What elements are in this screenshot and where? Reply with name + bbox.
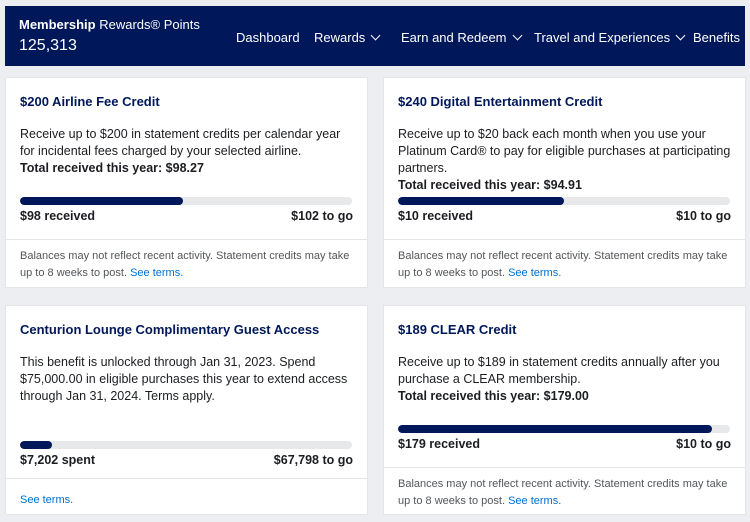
membership-rewards-points[interactable]: Membership Rewards® Points 125,313 — [19, 17, 200, 56]
amount-received: $98 received — [20, 209, 96, 223]
divider — [6, 478, 367, 479]
card-title: Centurion Lounge Complimentary Guest Acc… — [20, 322, 320, 337]
progress-bar — [398, 425, 730, 433]
card-footer-note: See terms. — [20, 492, 360, 509]
chevron-down-icon — [512, 30, 522, 41]
see-terms-link[interactable]: See terms. — [508, 266, 562, 279]
total-received: Total received this year: $94.91 — [398, 178, 582, 192]
nav-earn-and-redeem[interactable]: Earn and Redeem — [401, 30, 522, 46]
divider — [384, 239, 745, 240]
nav-rewards[interactable]: Rewards — [314, 30, 381, 46]
total-received: Total received this year: $98.27 — [20, 161, 204, 175]
chevron-down-icon — [675, 30, 686, 41]
card-title: $189 CLEAR Credit — [398, 322, 517, 337]
see-terms-link[interactable]: See terms. — [130, 266, 184, 279]
progress-bar — [20, 441, 352, 449]
divider — [6, 239, 367, 240]
amount-received: $179 received — [398, 437, 481, 451]
see-terms-link[interactable]: See terms. — [508, 494, 562, 507]
see-terms-link[interactable]: See terms. — [20, 494, 74, 506]
nav-dashboard[interactable]: Dashboard — [236, 30, 300, 45]
nav-benefits[interactable]: Benefits — [693, 30, 740, 45]
card-title: $200 Airline Fee Credit — [20, 94, 160, 109]
amount-to-go: $67,798 to go — [273, 453, 353, 467]
card-description: This benefit is unlocked through Jan 31,… — [20, 355, 348, 403]
points-balance: 125,313 — [19, 37, 77, 54]
benefit-card-clear-credit: $189 CLEAR Credit Receive up to $189 in … — [383, 305, 746, 515]
card-footer-note: Balances may not reflect recent activity… — [398, 250, 728, 279]
progress-bar — [20, 197, 352, 205]
benefit-card-centurion-lounge-guest-access: Centurion Lounge Complimentary Guest Acc… — [5, 305, 368, 515]
card-description: Receive up to $20 back each month when y… — [398, 127, 731, 192]
card-description: Receive up to $189 in statement credits … — [398, 354, 732, 405]
nav-travel-and-experiences[interactable]: Travel and Experiences — [534, 30, 686, 46]
amount-to-go: $10 to go — [676, 209, 731, 223]
points-label: Membership Rewards® Points — [19, 17, 200, 32]
chevron-down-icon — [370, 30, 381, 41]
progress-bar — [398, 197, 730, 205]
card-description: Receive up to $200 in statement credits … — [20, 126, 354, 177]
benefit-card-airline-fee-credit: $200 Airline Fee Credit Receive up to $2… — [5, 77, 368, 288]
benefit-card-digital-entertainment-credit: $240 Digital Entertainment Credit Receiv… — [383, 77, 746, 288]
divider — [384, 467, 745, 468]
card-footer-note: Balances may not reflect recent activity… — [20, 250, 350, 279]
amount-to-go: $102 to go — [291, 209, 353, 223]
card-footer-note: Balances may not reflect recent activity… — [398, 478, 728, 507]
amount-to-go: $10 to go — [676, 437, 731, 451]
card-title: $240 Digital Entertainment Credit — [398, 94, 603, 109]
total-received: Total received this year: $179.00 — [398, 389, 589, 403]
top-navigation-bar: Membership Rewards® Points 125,313 Dashb… — [5, 6, 745, 66]
amount-received: $10 received — [398, 209, 474, 223]
amount-spent: $7,202 spent — [20, 453, 96, 467]
